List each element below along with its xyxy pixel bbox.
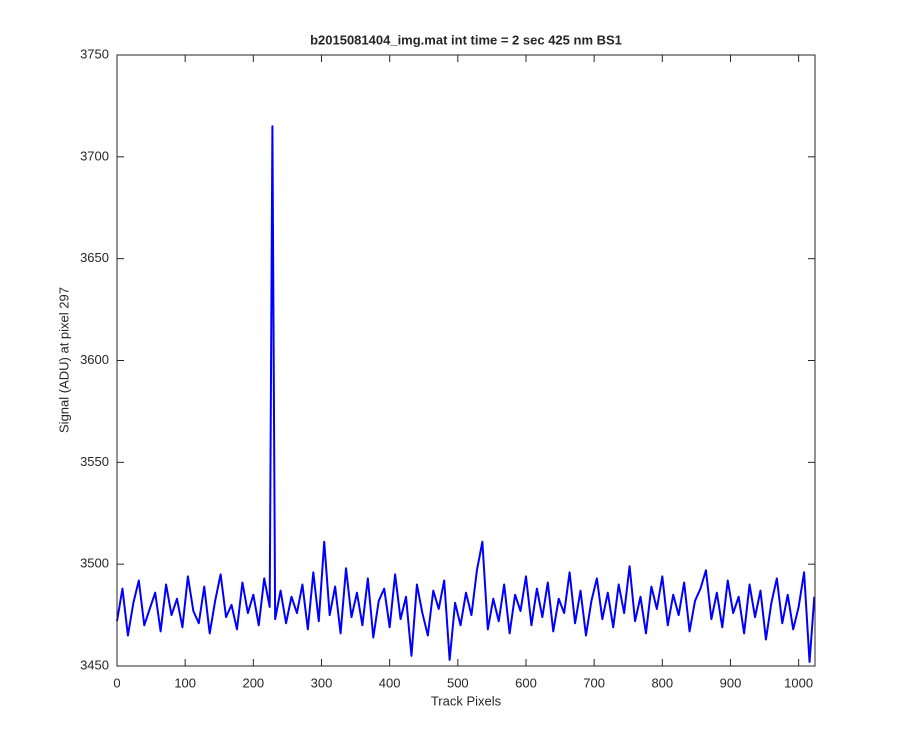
y-tick-label: 3600 [80,352,109,367]
y-tick-label: 3500 [80,556,109,571]
y-tick-label: 3750 [80,46,109,61]
x-tick-label: 500 [447,675,469,690]
x-tick-label: 0 [113,675,120,690]
y-tick-label: 3450 [80,657,109,672]
x-tick-label: 700 [583,675,605,690]
chart-title: b2015081404_img.mat int time = 2 sec 425… [310,32,622,47]
y-tick-label: 3700 [80,148,109,163]
x-tick-label: 400 [379,675,401,690]
y-tick-label: 3550 [80,454,109,469]
x-tick-label: 100 [174,675,196,690]
x-tick-label: 800 [651,675,673,690]
x-tick-label: 300 [311,675,333,690]
plot-frame [116,54,816,667]
y-axis-label: Signal (ADU) at pixel 297 [56,287,71,433]
x-tick-label: 1000 [784,675,813,690]
data-line [116,125,816,663]
x-tick-label: 600 [515,675,537,690]
x-tick-label: 200 [242,675,264,690]
x-axis-label: Track Pixels [431,693,502,708]
x-tick-label: 900 [720,675,742,690]
y-tick-label: 3650 [80,250,109,265]
